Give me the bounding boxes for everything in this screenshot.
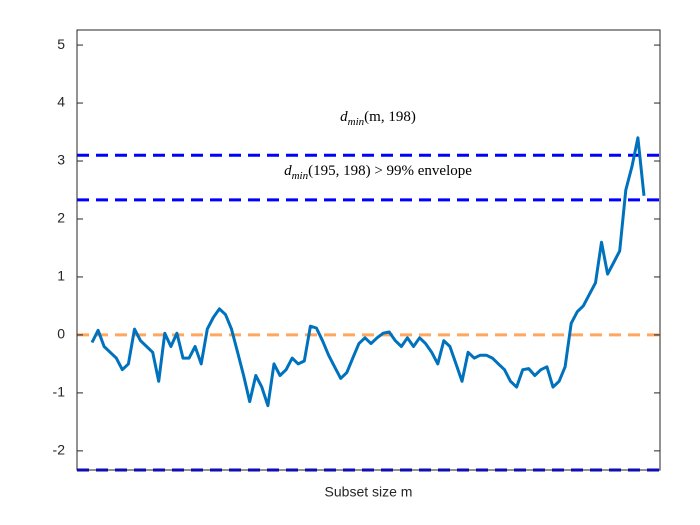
x-axis-label: Subset size m <box>325 484 413 500</box>
annotation-base: d <box>340 110 348 126</box>
y-tick-label: 4 <box>57 94 65 110</box>
annotation-rest: (195, 198) > 99% envelope <box>308 163 472 179</box>
annotation-base: d <box>284 163 292 179</box>
y-tick-label: 3 <box>57 152 65 168</box>
y-tick-label: 0 <box>57 326 65 342</box>
annotation-sub: min <box>348 116 365 128</box>
y-tick-label: -1 <box>53 384 66 400</box>
y-tick-label: 1 <box>57 268 65 284</box>
y-tick-label: 5 <box>57 36 65 52</box>
axes-box <box>76 29 661 471</box>
y-tick-label: 2 <box>57 210 65 226</box>
y-tick-label: -2 <box>53 442 66 458</box>
annotation-rest: (m, 198) <box>364 110 416 126</box>
annotation: dmin(195, 198) > 99% envelope <box>284 163 472 181</box>
annotation: dmin(m, 198) <box>340 110 416 128</box>
data-line <box>90 136 646 408</box>
plot-area <box>77 30 660 470</box>
annotation-sub: min <box>292 170 309 182</box>
